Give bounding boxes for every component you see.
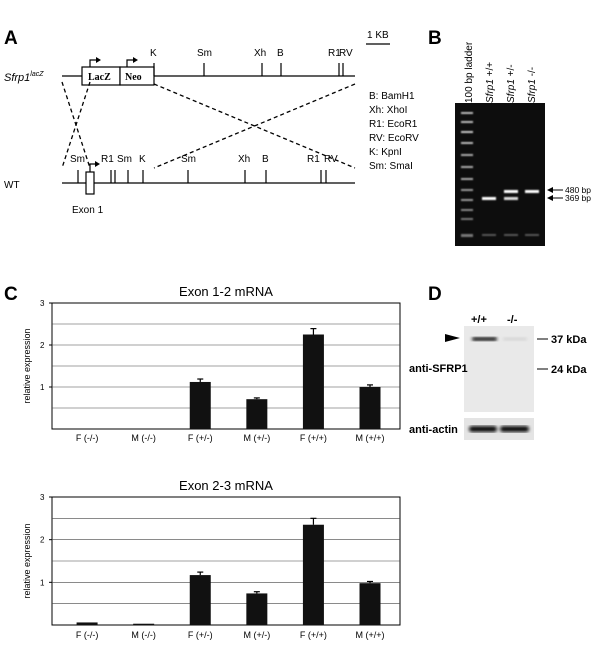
genotype-label: -/- [507,314,518,326]
legend-entry: Sm: SmaI [369,161,413,172]
bar [246,593,268,625]
exon-1-box [85,171,95,195]
y-axis-label: relative expression [22,523,32,598]
marker-label: 37 kDa [551,334,587,346]
marker-label: 24 kDa [551,364,587,376]
lacz-label: LacZ [88,72,111,83]
bar-chart-exon-2-3: 1 2 3 Exon 2-3 mRNA relative expression F (-/… [22,478,401,640]
y-tick-label: 2 [40,341,45,350]
antibody-label: anti-SFRP1 [409,363,468,375]
site-label: K [139,154,146,165]
exon-1-label: Exon 1 [72,205,104,216]
bar-chart-exon-1-2: 1 2 3 Exon 1-2 mRNA relative expression F (-/… [22,284,401,443]
category-label: M (-/-) [131,433,156,443]
y-tick-label: 3 [40,493,45,502]
legend-entry: R1: EcoR1 [369,119,418,130]
site-label: RV [324,154,338,165]
site-label: RV [339,48,353,59]
band-size-label: 369 bp [565,193,591,203]
homology-crossover-lines [61,81,356,169]
ladder-bands [461,112,473,237]
wildtype-allele-map: WT Sm R1 Sm K Sm Xh B R1 RV Exon 1 [4,154,355,216]
category-label: M (-/-) [131,630,156,640]
antibody-label: anti-actin [409,424,458,436]
category-label: M (+/+) [356,433,385,443]
bar [133,623,155,625]
panel-c-letter: C [4,284,18,305]
panel-b-letter: B [428,28,442,49]
site-label: Xh [238,154,250,165]
agarose-gel-image [455,103,545,246]
bar [189,381,211,429]
site-label: K [150,48,157,59]
sfrp1-band [472,337,497,341]
bar [76,622,98,625]
allele-label: Sfrp1lacZ [4,71,44,84]
site-label: Sm [181,154,196,165]
panel-a-letter: A [4,28,18,49]
legend-entry: RV: EcoRV [369,133,419,144]
gel-lane-label: Sfrp1 +/- [506,64,517,103]
legend-entry: B: BamH1 [369,91,415,102]
y-tick-label: 2 [40,536,45,545]
category-label: F (+/+) [300,433,327,443]
sample-bands [482,190,539,236]
panel-d: D +/+ -/- 37 kDa 24 kDa anti-SFRP1 anti-… [409,284,587,440]
y-tick-label: 1 [40,578,45,587]
panel-c: C 1 2 3 Exon 1-2 mRNA relative expression F (… [4,284,401,640]
category-label: F (-/-) [76,630,99,640]
y-tick-label: 1 [40,383,45,392]
bar [246,399,268,429]
neo-label: Neo [125,72,142,83]
bar [189,575,211,625]
chart-title: Exon 1-2 mRNA [179,284,273,299]
bar [302,524,324,625]
legend-entry: Xh: XhoI [369,105,407,116]
actin-band [500,426,529,432]
category-label: M (+/+) [356,630,385,640]
category-label: F (+/+) [300,630,327,640]
category-label: F (+/-) [188,433,213,443]
band-pointer-arrow-icon [445,334,460,342]
gel-lane-label: Sfrp1 +/+ [485,62,496,103]
site-label: R1 [307,154,320,165]
bar [302,334,324,429]
western-blot-actin [464,418,534,440]
category-label: F (-/-) [76,433,99,443]
category-label: M (+/-) [243,630,270,640]
panel-d-letter: D [428,284,442,305]
band-size-label: 480 bp [565,185,591,195]
site-label: B [262,154,269,165]
actin-band [469,426,497,432]
chart-title: Exon 2-3 mRNA [179,478,273,493]
bar [359,387,381,429]
site-label: Sm [197,48,212,59]
y-axis-label: relative expression [22,328,32,403]
category-label: M (+/-) [243,433,270,443]
genotype-label: +/+ [471,314,487,326]
site-label: R1 [328,48,341,59]
wt-label: WT [4,180,20,191]
site-label: R1 [101,154,114,165]
targeted-allele-map: LacZ Neo K Sm Xh B R1 RV [62,48,355,86]
gel-lane-label: 100 bp ladder [464,41,475,103]
scale-bar-label: 1 KB [367,30,389,41]
site-label: Xh [254,48,266,59]
site-label: Sm [70,154,85,165]
site-label: Sm [117,154,132,165]
gel-lane-label: Sfrp1 -/- [527,67,538,103]
panel-b: B 100 bp ladder Sfrp1 +/+ Sfrp1 +/- Sfrp… [428,28,591,246]
y-tick-label: 3 [40,299,45,308]
enzyme-legend: B: BamH1 Xh: XhoI R1: EcoR1 RV: EcoRV K:… [369,91,419,172]
site-label: B [277,48,284,59]
legend-entry: K: KpnI [369,147,402,158]
category-label: F (+/-) [188,630,213,640]
panel-a: A 1 KB Sfrp1lacZ LacZ Neo [4,28,419,216]
bar [359,583,381,625]
